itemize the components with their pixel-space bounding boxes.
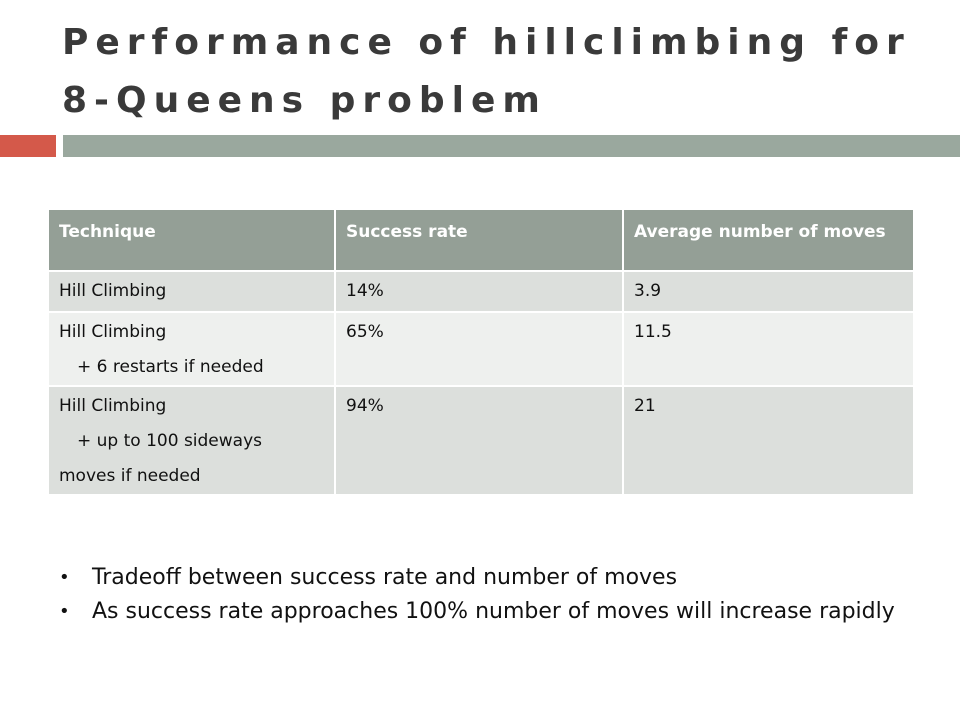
technique-detail: + 6 restarts if needed — [77, 357, 264, 377]
average-moves-cell: 21 — [622, 385, 915, 496]
header-success-rate: Success rate — [334, 208, 624, 272]
success-rate-cell: 94% — [334, 385, 624, 496]
title-accent-gray-bar — [63, 135, 960, 157]
average-moves-cell: 11.5 — [622, 311, 915, 387]
bullet-text: As success rate approaches 100% number o… — [92, 599, 895, 624]
title-accent-red-block — [0, 135, 56, 157]
success-rate-cell: 14% — [334, 270, 624, 313]
technique-name: Hill Climbing — [59, 281, 167, 301]
technique-detail: + up to 100 sideways — [77, 431, 263, 451]
bullet-dot-icon: • — [59, 567, 70, 588]
technique-cell: Hill Climbing + up to 100 sideways moves… — [47, 385, 336, 496]
technique-cell: Hill Climbing — [47, 270, 336, 313]
table-row: Hill Climbing 14% 3.9 — [47, 270, 915, 313]
table-row: Hill Climbing + up to 100 sideways moves… — [47, 385, 915, 496]
bullet-dot-icon: • — [59, 601, 70, 622]
average-moves-cell: 3.9 — [622, 270, 915, 313]
technique-detail-continued: moves if needed — [59, 466, 201, 486]
header-average-moves: Average number of moves — [622, 208, 915, 272]
results-table: Technique Success rate Average number of… — [47, 208, 915, 496]
bullet-item: • As success rate approaches 100% number… — [55, 598, 935, 626]
technique-cell: Hill Climbing + 6 restarts if needed — [47, 311, 336, 387]
technique-name: Hill Climbing — [59, 396, 167, 416]
bullet-text: Tradeoff between success rate and number… — [92, 565, 678, 590]
slide-title: Performance of hillclimbing for 8-Queens… — [62, 22, 911, 121]
table-row: Hill Climbing + 6 restarts if needed 65%… — [47, 311, 915, 387]
bullet-item: • Tradeoff between success rate and numb… — [55, 564, 935, 592]
technique-name: Hill Climbing — [59, 322, 167, 342]
header-technique: Technique — [47, 208, 336, 272]
table-header-row: Technique Success rate Average number of… — [47, 208, 915, 272]
bullet-list: • Tradeoff between success rate and numb… — [55, 564, 935, 632]
success-rate-cell: 65% — [334, 311, 624, 387]
